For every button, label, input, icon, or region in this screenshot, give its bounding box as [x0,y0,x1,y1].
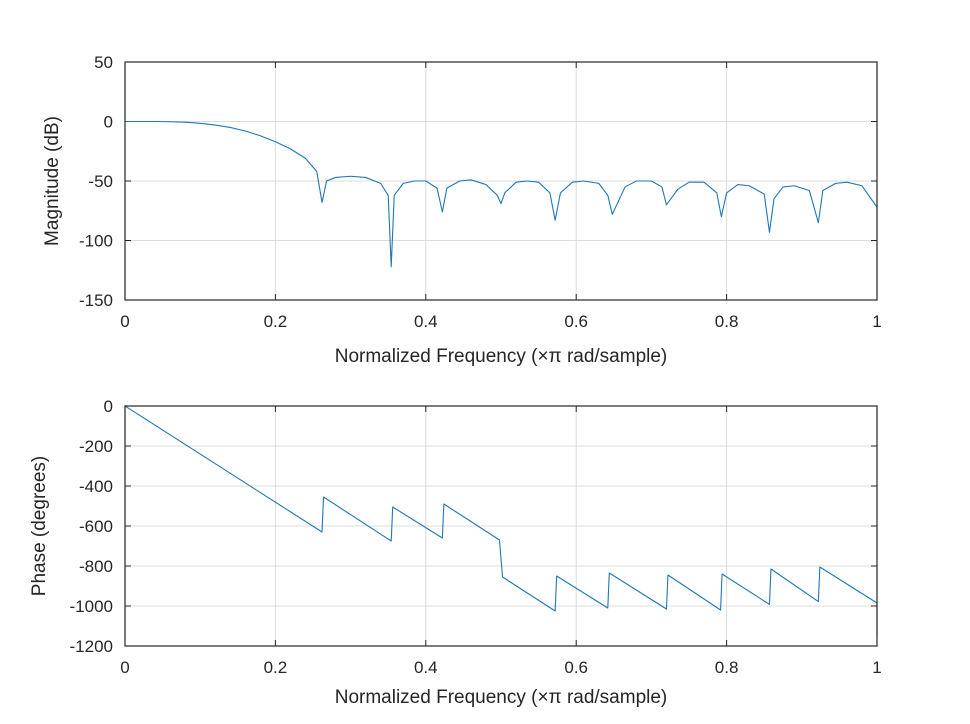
magnitude-grid [124,61,878,301]
x-tick-label: 0 [120,658,129,677]
y-tick-label: -200 [79,437,113,456]
x-tick-label: 0.2 [264,312,288,331]
y-tick-label: -1000 [70,597,113,616]
x-tick-label: 1 [872,312,881,331]
magnitude-x-axis-label: Normalized Frequency (×π rad/sample) [335,346,668,367]
y-tick-label: -800 [79,557,113,576]
x-tick-label: 0.6 [564,658,588,677]
x-tick-label: 0.8 [715,658,739,677]
magnitude-axes-frame [124,61,878,301]
phase-x-axis-label: Normalized Frequency (×π rad/sample) [335,687,668,708]
y-tick-label: -1200 [70,637,113,656]
phase-plot: 0 0.2 0.4 0.6 0.8 1 0 -200 -400 -600 -800 -1000 -120… [29,397,882,708]
x-tick-label: 0.4 [414,658,438,677]
y-tick-label: -600 [79,517,113,536]
phase-ticks: 0 0.2 0.4 0.6 0.8 1 0 -200 -400 -600 -800 -1000 -120… [70,397,882,677]
x-tick-label: 0.2 [264,658,288,677]
x-tick-label: 0 [120,312,129,331]
y-tick-label: -50 [88,172,113,191]
magnitude-plot: 0 0.2 0.4 0.6 0.8 1 50 0 -50 -100 -150 Normalized … [42,53,882,367]
phase-y-axis-label: Phase (degrees) [29,456,50,596]
phase-axes-frame [124,405,878,647]
phase-series [124,405,878,636]
x-tick-label: 0.6 [564,312,588,331]
x-tick-label: 1 [872,658,881,677]
magnitude-ticks: 0 0.2 0.4 0.6 0.8 1 50 0 -50 -100 -150 [79,53,882,331]
series-line [124,405,878,636]
y-tick-label: -150 [79,291,113,310]
phase-grid [124,405,878,647]
y-tick-label: 50 [94,53,113,72]
y-tick-label: -100 [79,232,113,251]
x-tick-label: 0.8 [715,312,739,331]
y-tick-label: 0 [104,397,113,416]
magnitude-series [125,120,878,268]
magnitude-y-axis-label: Magnitude (dB) [42,116,63,246]
y-tick-label: -400 [79,477,113,496]
series-line [125,120,878,268]
y-tick-label: 0 [104,113,113,132]
x-tick-label: 0.4 [414,312,438,331]
